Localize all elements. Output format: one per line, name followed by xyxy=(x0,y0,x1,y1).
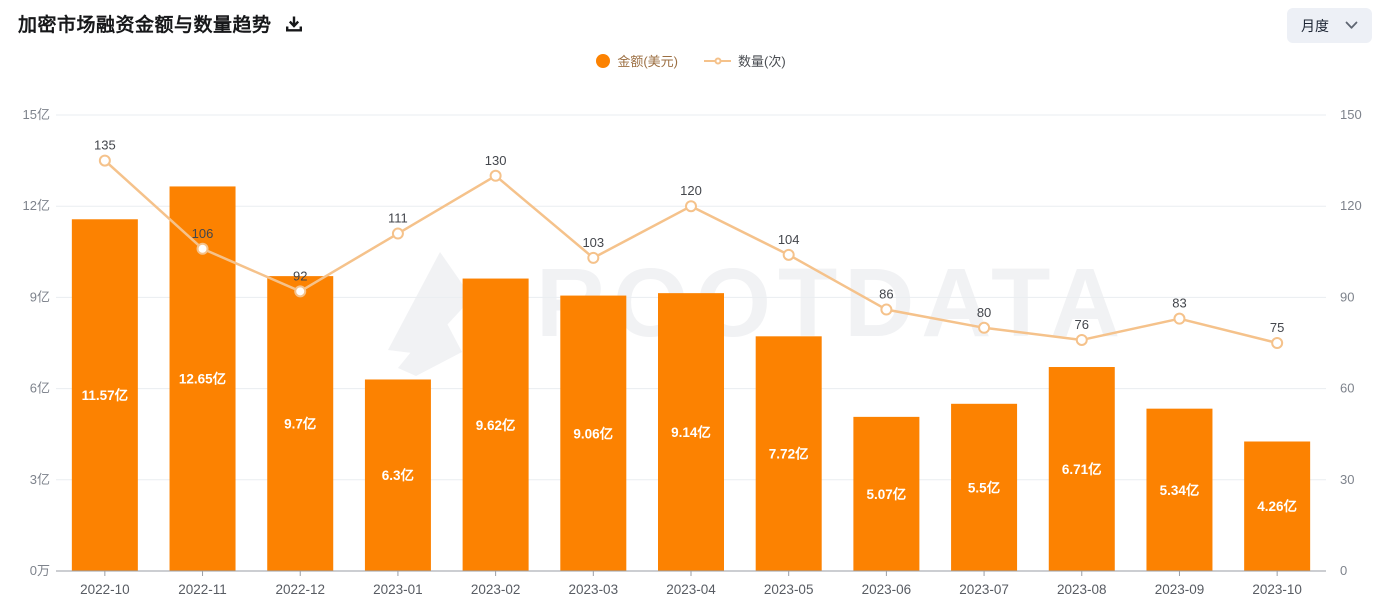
bar-value-label: 5.07亿 xyxy=(866,486,906,502)
line-value-label: 86 xyxy=(879,287,893,302)
line-value-label: 80 xyxy=(977,305,991,320)
line-marker xyxy=(1173,312,1186,325)
line-marker xyxy=(98,154,111,167)
download-button[interactable] xyxy=(282,12,306,36)
bar xyxy=(853,416,920,571)
bar-value-label: 4.26亿 xyxy=(1257,498,1297,514)
line-marker xyxy=(587,251,600,264)
bar xyxy=(462,278,529,571)
bar xyxy=(1146,408,1213,571)
line-value-label: 92 xyxy=(293,268,307,283)
bar xyxy=(364,379,431,571)
x-axis-label: 2023-03 xyxy=(569,582,619,597)
x-axis-label: 2022-10 xyxy=(80,582,130,597)
bar xyxy=(560,295,627,571)
x-axis-label: 2023-04 xyxy=(666,582,716,597)
y-axes: 0万 3亿 6亿 9亿 12亿 15亿 0 30 60 90 120 150 xyxy=(23,107,1362,578)
period-dropdown[interactable]: 月度 xyxy=(1287,8,1372,43)
download-icon xyxy=(285,16,302,31)
line-value-label: 83 xyxy=(1172,296,1186,311)
bar xyxy=(1244,441,1311,571)
bar xyxy=(71,219,138,571)
bar-value-label: 6.71亿 xyxy=(1062,461,1102,477)
line-value-label: 75 xyxy=(1270,320,1284,335)
chart-legend: 金额(美元) 数量(次) xyxy=(0,51,1382,70)
count-series-swatch-icon xyxy=(704,55,731,66)
line-series: 135 106 92 111 130 103 120 104 86 80 76 83 75 xyxy=(94,138,1284,349)
line-value-label: 111 xyxy=(388,211,408,226)
legend-item-count[interactable]: 数量(次) xyxy=(704,51,786,70)
bar-value-label: 7.72亿 xyxy=(769,446,809,462)
chevron-down-icon xyxy=(1345,21,1358,29)
x-axis-label: 2023-06 xyxy=(862,582,912,597)
page-title: 加密市场融资金额与数量趋势 xyxy=(18,15,272,36)
bar-value-label: 9.7亿 xyxy=(284,416,316,432)
line-marker xyxy=(880,303,893,316)
line-marker xyxy=(1271,337,1284,349)
bar xyxy=(658,293,724,571)
line-marker xyxy=(196,242,209,255)
y-axis-left-label: 6亿 xyxy=(30,381,50,396)
y-axis-right-label: 120 xyxy=(1340,198,1362,213)
line-marker xyxy=(1075,333,1088,346)
line-marker xyxy=(978,321,991,334)
line-value-label: 130 xyxy=(485,153,507,168)
y-axis-left-label: 9亿 xyxy=(30,289,50,304)
bar-value-label: 9.06亿 xyxy=(573,425,613,441)
period-dropdown-value: 月度 xyxy=(1301,17,1329,34)
y-axis-right-label: 90 xyxy=(1340,289,1354,304)
line-value-label: 104 xyxy=(778,232,800,247)
bar xyxy=(755,336,822,571)
line-value-label: 135 xyxy=(94,138,116,153)
bar-series: 11.57亿 12.65亿 9.7亿 6.3亿 9.62亿 9.06亿 9.14亿 7.72亿… xyxy=(71,186,1311,571)
chart-header: 加密市场融资金额与数量趋势 xyxy=(18,10,306,37)
x-axis-label: 2022-12 xyxy=(275,582,325,597)
legend-item-label: 金额(美元) xyxy=(617,54,678,69)
y-axis-right-label: 150 xyxy=(1340,107,1362,122)
bar-value-label: 5.34亿 xyxy=(1160,482,1200,498)
x-axis-label: 2023-01 xyxy=(373,582,423,597)
y-axis-right-label: 30 xyxy=(1340,472,1354,487)
y-axis-left-label: 3亿 xyxy=(30,472,50,487)
watermark: ROOTDATA xyxy=(388,248,1127,376)
x-axis-label: 2022-11 xyxy=(178,582,227,597)
x-axis: 2022-10 2022-11 2022-12 2023-01 2023-02 2023-… xyxy=(56,570,1326,597)
y-axis-left-label: 0万 xyxy=(30,563,50,578)
legend-item-amount[interactable]: 金额(美元) xyxy=(596,51,678,70)
line-marker xyxy=(782,248,795,261)
amount-series-swatch-icon xyxy=(596,53,611,68)
bar-value-label: 9.14亿 xyxy=(671,424,711,440)
x-axis-label: 2023-05 xyxy=(764,582,814,597)
y-axis-left-label: 15亿 xyxy=(23,107,50,122)
bar-value-label: 5.5亿 xyxy=(968,479,1000,495)
y-axis-left-label: 12亿 xyxy=(23,198,50,213)
x-axis-label: 2023-08 xyxy=(1057,582,1107,597)
line-marker xyxy=(391,227,404,240)
line-marker xyxy=(294,285,307,298)
y-axis-right-label: 60 xyxy=(1340,381,1354,396)
line-marker xyxy=(685,200,697,213)
line-value-label: 76 xyxy=(1075,317,1089,332)
line-value-label: 106 xyxy=(192,226,214,241)
svg-text:ROOTDATA: ROOTDATA xyxy=(536,248,1127,357)
bar-value-label: 12.65亿 xyxy=(179,371,226,387)
x-axis-label: 2023-09 xyxy=(1155,582,1205,597)
legend-item-label: 数量(次) xyxy=(738,54,786,69)
bar-value-label: 6.3亿 xyxy=(382,467,414,483)
x-axis-label: 2023-10 xyxy=(1252,582,1302,597)
bar-value-label: 9.62亿 xyxy=(476,417,516,433)
x-axis-label: 2023-07 xyxy=(959,582,1009,597)
bar xyxy=(1048,367,1115,571)
bar-value-label: 11.57亿 xyxy=(82,387,129,403)
x-axis-label: 2023-02 xyxy=(471,582,521,597)
bar xyxy=(267,276,334,571)
line-value-label: 120 xyxy=(680,183,702,198)
bar xyxy=(951,403,1018,571)
line-value-label: 103 xyxy=(582,235,604,250)
y-axis-right-label: 0 xyxy=(1340,563,1347,578)
line-marker xyxy=(489,169,502,182)
